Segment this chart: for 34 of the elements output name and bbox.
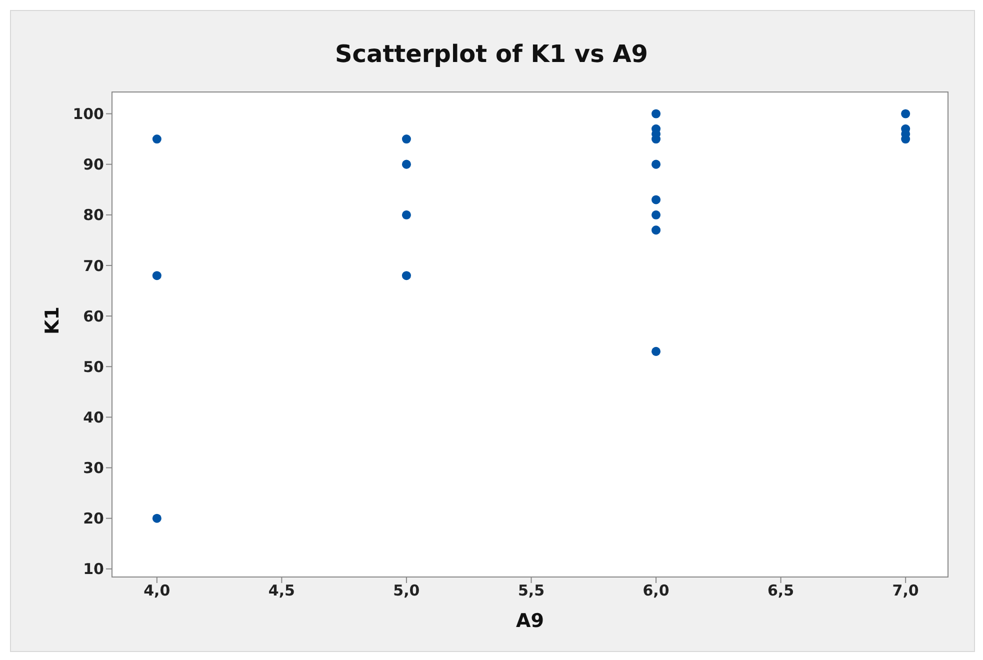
point xyxy=(652,109,661,118)
point xyxy=(152,271,162,280)
y-tick-label: 20 xyxy=(83,510,104,528)
y-axis-title: K1 xyxy=(42,306,64,334)
x-tick-label: 4,5 xyxy=(268,582,295,600)
y-tick-label: 40 xyxy=(83,408,104,427)
x-tick-label: 4,0 xyxy=(144,582,170,600)
y-tick-label: 30 xyxy=(83,459,104,478)
x-axis-title: A9 xyxy=(516,610,544,632)
y-tick-label: 90 xyxy=(83,156,104,174)
point xyxy=(652,195,661,204)
point xyxy=(652,226,661,235)
y-tick-label: 10 xyxy=(83,560,104,578)
point xyxy=(402,134,411,144)
x-tick-label: 6,5 xyxy=(768,582,794,600)
y-tick-label: 100 xyxy=(72,105,104,124)
y-tick-label: 80 xyxy=(83,206,104,224)
x-tick-label: 5,0 xyxy=(393,582,420,600)
chart-title: Scatterplot of K1 vs A9 xyxy=(334,40,649,68)
y-tick-label: 70 xyxy=(83,256,104,275)
x-tick-label: 7,0 xyxy=(892,582,919,600)
point xyxy=(652,160,661,169)
point xyxy=(152,514,162,523)
point xyxy=(402,210,411,220)
point xyxy=(152,134,162,144)
x-tick-label: 6,0 xyxy=(642,582,670,600)
point xyxy=(652,346,661,356)
x-tick-label: 5,5 xyxy=(518,582,545,600)
y-tick-label: 50 xyxy=(83,358,104,376)
point xyxy=(402,160,411,169)
point xyxy=(901,109,910,118)
y-tick-label: 60 xyxy=(83,307,104,326)
point xyxy=(652,210,661,220)
point xyxy=(402,271,411,280)
